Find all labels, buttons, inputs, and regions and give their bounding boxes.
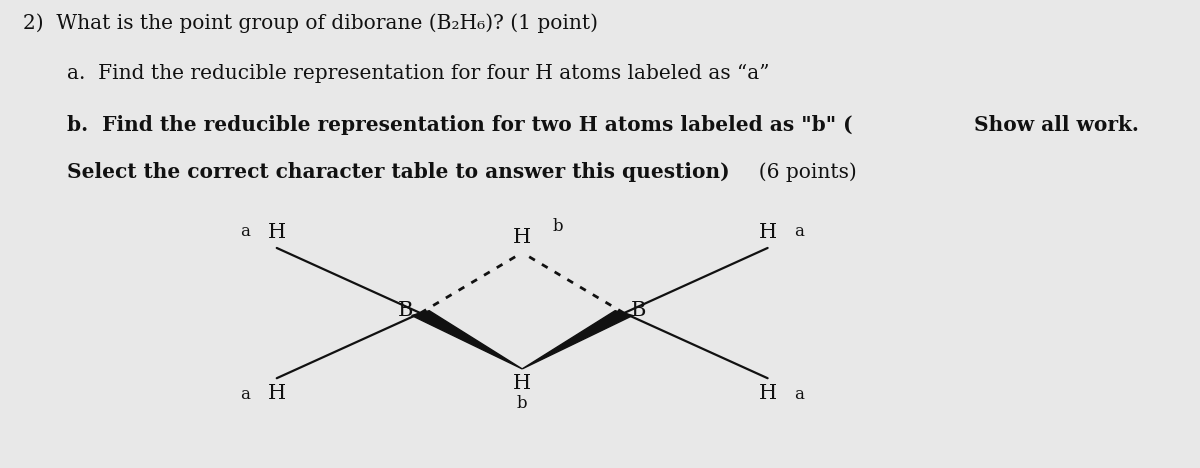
Text: H: H [268,384,286,403]
Text: b: b [553,219,564,235]
Text: H: H [514,228,532,247]
Text: H: H [758,384,776,403]
Polygon shape [522,311,632,369]
Text: (6 points): (6 points) [746,162,857,182]
Text: B: B [398,301,413,320]
Text: a: a [794,386,804,403]
Text: Select the correct character table to answer this question): Select the correct character table to an… [67,162,730,182]
Text: a.  Find the reducible representation for four H atoms labeled as “a”: a. Find the reducible representation for… [67,64,769,83]
Text: Show all work.: Show all work. [973,116,1139,135]
Text: H: H [268,223,286,242]
Text: a: a [794,223,804,240]
Text: H: H [758,223,776,242]
Text: 2)  What is the point group of diborane (B₂H₆)? (1 point): 2) What is the point group of diborane (… [23,13,598,33]
Text: b.  Find the reducible representation for two H atoms labeled as "b" (: b. Find the reducible representation for… [67,116,853,135]
Text: a: a [240,386,251,403]
Text: b: b [517,395,528,412]
Polygon shape [412,311,522,369]
Text: H: H [514,374,532,394]
Text: B: B [631,301,647,320]
Text: a: a [240,223,251,240]
